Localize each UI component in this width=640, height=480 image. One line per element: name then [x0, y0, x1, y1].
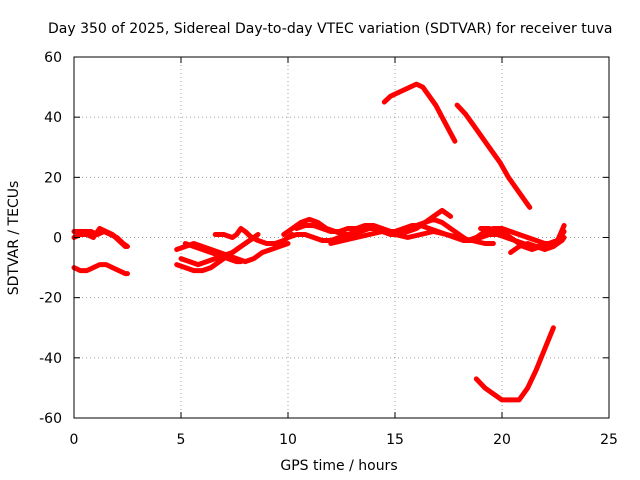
series-line-sat-n — [508, 235, 567, 255]
y-tick-label: -60 — [39, 411, 62, 427]
chart-title: Day 350 of 2025, Sidereal Day-to-day VTE… — [48, 21, 612, 37]
x-tick-label: 25 — [600, 432, 618, 448]
x-tick-label: 15 — [386, 432, 404, 448]
series-line-sat-g — [182, 241, 244, 265]
x-tick-label: 0 — [70, 432, 79, 448]
x-tick-label: 10 — [279, 432, 297, 448]
series-line-sat-k — [294, 216, 565, 246]
y-tick-label: 60 — [44, 50, 62, 66]
series-line-sat-q — [473, 325, 556, 403]
y-tick-label: 20 — [44, 170, 62, 186]
ticks: 0 5 10 15 20 25 -60 -40 -20 0 20 40 60 — [39, 50, 618, 448]
series-line-sat-o — [381, 81, 458, 144]
x-axis-title: GPS time / hours — [280, 458, 397, 474]
y-tick-label: -20 — [39, 291, 62, 307]
y-tick-label: -40 — [39, 351, 62, 367]
series-line-sat-c — [71, 262, 130, 277]
y-tick-label: 40 — [44, 110, 62, 126]
series-group — [71, 81, 567, 403]
series-line-sat-l — [328, 229, 496, 246]
series-line-sat-h — [212, 226, 295, 246]
series-line-sat-b — [71, 226, 128, 249]
x-tick-label: 20 — [493, 432, 511, 448]
x-tick-label: 5 — [177, 432, 186, 448]
y-tick-label: 0 — [53, 231, 62, 247]
y-axis-title: SDTVAR / TECUs — [6, 181, 22, 296]
series-line-sat-p — [454, 102, 533, 210]
series-line-sat-d — [174, 241, 291, 265]
